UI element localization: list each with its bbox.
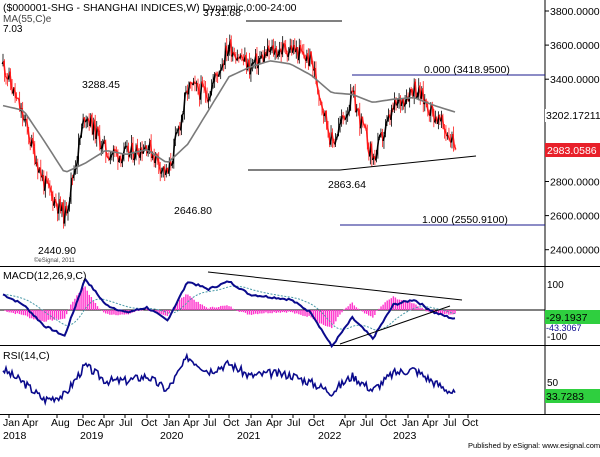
price-tick-label: 3800.0000 bbox=[550, 6, 600, 18]
candle-body bbox=[48, 183, 49, 184]
month-label: Jul bbox=[443, 417, 456, 429]
candle-body bbox=[111, 154, 112, 155]
month-label: Jul bbox=[360, 417, 373, 429]
price-tick-label: 2400.0000 bbox=[550, 245, 600, 257]
candle-body bbox=[17, 98, 18, 99]
month-label: Oct bbox=[380, 417, 396, 429]
month-label: Apr bbox=[422, 417, 439, 429]
month-label: Jan bbox=[163, 417, 180, 429]
month-label: Jul bbox=[287, 417, 300, 429]
macd-label: MACD(12,26,9,C) bbox=[3, 270, 86, 282]
ma-indicator-value: 7.03 bbox=[3, 24, 23, 35]
candle-body bbox=[259, 58, 260, 60]
price-tick-label: 2600.0000 bbox=[550, 211, 600, 223]
candle-body bbox=[215, 73, 216, 74]
month-label: Dec bbox=[77, 417, 96, 429]
annotation-2020-low: 2646.80 bbox=[174, 205, 212, 217]
candle-body bbox=[203, 87, 204, 88]
candle-body bbox=[358, 108, 359, 110]
price-tick-label: 3600.0000 bbox=[550, 40, 600, 52]
month-label: Jan bbox=[245, 417, 262, 429]
price-tick-label: 2800.0000 bbox=[550, 177, 600, 189]
year-label: 2018 bbox=[3, 430, 27, 442]
year-label: 2022 bbox=[318, 430, 342, 442]
candle-body bbox=[79, 137, 80, 139]
month-label: Oct bbox=[223, 417, 239, 429]
macd-tick-neg100: -100 bbox=[547, 332, 567, 343]
month-label: Oct bbox=[141, 417, 157, 429]
candle-body bbox=[364, 125, 365, 126]
fib-0-label: 0.000 (3418.9500) bbox=[424, 64, 510, 76]
rsi-label: RSI(14,C) bbox=[3, 350, 50, 362]
candle-body bbox=[252, 63, 253, 65]
month-label: Jan bbox=[3, 417, 20, 429]
rsi-value-tag-text: 33.7283 bbox=[546, 391, 584, 403]
candle-body bbox=[283, 43, 284, 45]
candle-body bbox=[352, 91, 353, 92]
month-label: Aug bbox=[51, 417, 70, 429]
month-label: Apr bbox=[22, 417, 39, 429]
month-label: Oct bbox=[462, 417, 478, 429]
last-price-tag-text: 2983.0586 bbox=[547, 145, 597, 157]
esignal-watermark: ©eSignal, 2011 bbox=[34, 257, 75, 264]
candle-body bbox=[116, 151, 117, 152]
candle-body bbox=[220, 70, 221, 72]
candle-body bbox=[347, 114, 348, 115]
month-label: Oct bbox=[308, 417, 324, 429]
candle-body bbox=[342, 115, 343, 117]
annotation-2019-low: 2440.90 bbox=[38, 245, 76, 257]
price-tick-label: 3400.0000 bbox=[550, 74, 600, 86]
rsi-panel[interactable] bbox=[0, 346, 545, 414]
year-label: 2019 bbox=[80, 430, 104, 442]
rsi-tick-50: 50 bbox=[547, 378, 559, 389]
year-label: 2020 bbox=[160, 430, 184, 442]
annotation-2022-low: 2863.64 bbox=[328, 179, 366, 191]
month-label: Jan bbox=[402, 417, 419, 429]
candle-body bbox=[410, 89, 411, 90]
month-label: Apr bbox=[339, 417, 356, 429]
month-label: Jul bbox=[203, 417, 216, 429]
candle-body bbox=[253, 62, 254, 63]
candle-body bbox=[114, 149, 115, 151]
macd-tick-100: 100 bbox=[547, 280, 564, 291]
chart-title: ($000001-SHG - SHANGHAI INDICES,W) Dynam… bbox=[3, 2, 297, 14]
annotation-high: 3731.68 bbox=[203, 7, 241, 19]
candle-body bbox=[125, 147, 126, 148]
ma-price-tag-text: 3202.17211 bbox=[546, 110, 600, 122]
published-by-footer: Published by eSignal: www.esignal.com bbox=[468, 441, 600, 450]
month-label: Apr bbox=[98, 417, 115, 429]
month-label: Apr bbox=[183, 417, 200, 429]
macd-signal-tag-text: -43.3067 bbox=[546, 323, 582, 333]
annotation-2018-high: 3288.45 bbox=[82, 79, 120, 91]
month-label: Apr bbox=[266, 417, 283, 429]
month-label: Jul bbox=[119, 417, 132, 429]
fib-1-label: 1.000 (2550.9100) bbox=[422, 214, 508, 226]
candle-body bbox=[101, 148, 102, 149]
year-label: 2021 bbox=[237, 430, 261, 442]
year-label: 2023 bbox=[393, 430, 417, 442]
